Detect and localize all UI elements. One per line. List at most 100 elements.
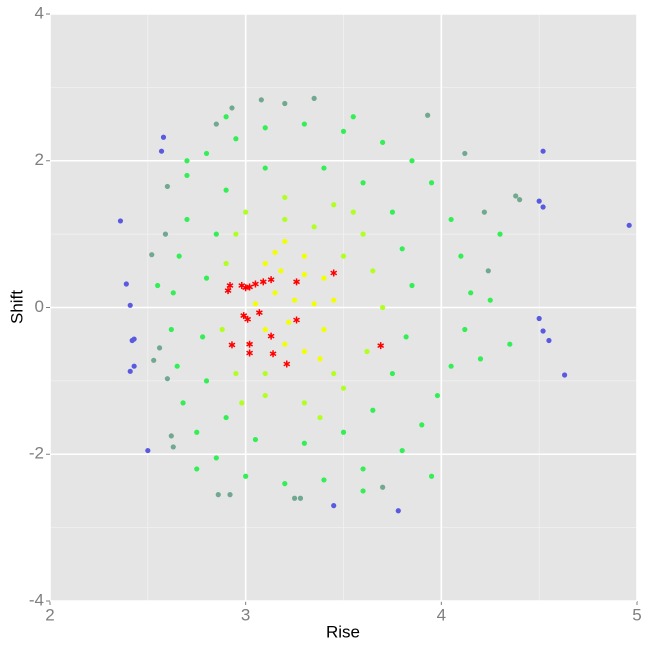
point	[395, 508, 401, 514]
point	[497, 231, 503, 237]
point	[321, 165, 327, 171]
y-tick-label: -4	[29, 590, 44, 609]
point	[200, 334, 206, 340]
point	[162, 231, 169, 237]
point	[380, 484, 386, 490]
point	[448, 216, 454, 223]
point	[282, 238, 288, 245]
point	[262, 392, 268, 399]
point	[243, 473, 249, 479]
point	[340, 429, 347, 435]
point	[203, 150, 210, 157]
point	[282, 100, 288, 107]
point	[228, 341, 236, 349]
point	[184, 172, 190, 179]
point	[223, 187, 229, 193]
point	[297, 495, 304, 501]
point	[360, 466, 366, 472]
y-axis-label: Shift	[7, 290, 26, 324]
point	[239, 400, 245, 406]
point	[331, 297, 337, 303]
point	[267, 332, 275, 340]
point	[213, 231, 219, 237]
point	[213, 121, 219, 127]
point	[458, 253, 464, 259]
point	[507, 341, 513, 347]
point	[262, 165, 268, 171]
point	[468, 290, 474, 296]
point	[164, 183, 170, 190]
point	[184, 216, 190, 223]
point	[194, 429, 200, 435]
point	[477, 356, 484, 362]
point	[246, 340, 253, 348]
point	[540, 328, 546, 334]
point	[331, 202, 337, 208]
point	[194, 466, 200, 472]
point	[127, 302, 133, 308]
point	[223, 114, 229, 120]
point	[340, 128, 347, 134]
point	[301, 121, 307, 127]
point	[536, 198, 542, 204]
point	[262, 326, 268, 333]
x-tick-label: 5	[632, 605, 641, 624]
x-tick-label: 4	[437, 605, 446, 624]
point	[360, 180, 366, 186]
point	[360, 488, 366, 494]
point	[243, 209, 249, 215]
x-axis-label: Rise	[326, 622, 360, 641]
point	[330, 269, 338, 277]
point	[546, 337, 552, 344]
point	[240, 312, 248, 320]
point	[246, 349, 253, 357]
point	[155, 282, 161, 289]
point	[434, 392, 441, 399]
point	[262, 370, 268, 377]
point	[246, 283, 253, 291]
point	[168, 433, 174, 439]
point	[311, 95, 317, 101]
point	[428, 180, 435, 186]
point	[301, 400, 307, 406]
point	[156, 345, 163, 351]
point	[226, 281, 234, 289]
point	[255, 309, 263, 317]
x-tick-label: 2	[45, 605, 54, 624]
y-tick-label: 4	[35, 3, 44, 22]
point	[311, 301, 317, 307]
point	[291, 297, 298, 303]
point	[331, 370, 337, 377]
point	[380, 139, 386, 146]
point	[174, 363, 180, 369]
point	[293, 278, 300, 286]
point	[428, 473, 435, 479]
point	[282, 341, 288, 347]
point	[399, 246, 405, 252]
point	[350, 114, 356, 120]
point	[517, 197, 523, 203]
point	[562, 372, 568, 378]
point	[487, 297, 493, 303]
point	[164, 376, 170, 382]
point	[269, 350, 277, 358]
x-tick-label: 3	[241, 605, 250, 624]
point	[282, 481, 288, 487]
point	[203, 275, 210, 281]
point	[233, 136, 239, 142]
point	[321, 326, 327, 333]
point	[377, 342, 385, 350]
point	[223, 414, 229, 421]
point	[244, 315, 252, 323]
point	[540, 148, 546, 154]
point	[409, 158, 415, 164]
point	[223, 260, 229, 267]
point	[252, 301, 259, 307]
point	[370, 407, 376, 413]
point	[282, 216, 288, 223]
point	[224, 287, 232, 295]
point	[227, 492, 233, 498]
point	[127, 368, 133, 374]
